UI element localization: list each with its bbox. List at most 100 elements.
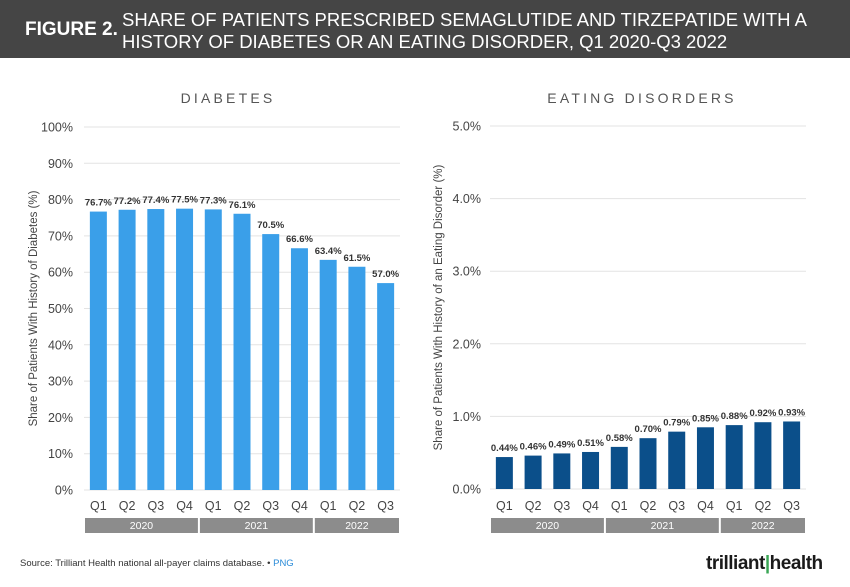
eating-data-label: 0.44% xyxy=(491,443,518,454)
diabetes-quarter-label: Q1 xyxy=(205,499,222,513)
diabetes-data-label: 63.4% xyxy=(315,246,342,257)
logo-mark: | xyxy=(764,553,770,574)
diabetes-data-label: 77.3% xyxy=(200,195,227,206)
eating-quarter-label: Q3 xyxy=(668,499,685,513)
eating-data-label: 0.85% xyxy=(692,413,719,424)
eating-bar xyxy=(582,451,600,489)
diabetes-year-band xyxy=(85,518,198,533)
eating-year-band xyxy=(605,518,719,533)
eating-ytick-label: 4.0% xyxy=(453,192,482,206)
eating-data-label: 0.46% xyxy=(520,442,547,453)
eating-ytick-label: 1.0% xyxy=(453,410,482,424)
eating-quarter-label: Q3 xyxy=(553,499,570,513)
diabetes-year-label: 2021 xyxy=(245,520,269,532)
diabetes-bar xyxy=(147,209,165,490)
eating-bar xyxy=(553,453,571,489)
eating-year-label: 2021 xyxy=(651,520,675,532)
eating-data-label: 0.93% xyxy=(778,407,805,418)
diabetes-quarter-label: Q3 xyxy=(147,499,164,513)
diabetes-data-label: 66.6% xyxy=(286,234,313,245)
eating-quarter-label: Q2 xyxy=(755,499,772,513)
diabetes-data-label: 77.5% xyxy=(171,195,198,206)
eating-data-label: 0.49% xyxy=(548,439,575,450)
diabetes-quarter-label: Q2 xyxy=(234,499,251,513)
diabetes-bar xyxy=(377,283,395,490)
diabetes-y-axis-label: Share of Patients With History of Diabet… xyxy=(28,190,40,426)
diabetes-bar xyxy=(176,208,194,491)
eating-bar xyxy=(639,438,657,489)
diabetes-bar xyxy=(89,211,107,491)
png-link[interactable]: PNG xyxy=(273,558,294,569)
eating-year-label: 2022 xyxy=(751,520,775,532)
diabetes-ytick-label: 10% xyxy=(48,447,73,461)
diabetes-chart-title: DIABETES xyxy=(181,90,276,106)
eating-data-label: 0.51% xyxy=(577,438,604,449)
eating-quarter-label: Q1 xyxy=(726,499,743,513)
eating-bar xyxy=(495,457,513,489)
diabetes-data-label: 77.2% xyxy=(114,196,141,207)
diabetes-ytick-label: 50% xyxy=(48,302,73,316)
diabetes-quarter-label: Q2 xyxy=(119,499,136,513)
eating-quarter-label: Q4 xyxy=(697,499,714,513)
eating-quarter-label: Q2 xyxy=(640,499,657,513)
figure-title: SHARE OF PATIENTS PRESCRIBED SEMAGLUTIDE… xyxy=(122,9,806,52)
eating-ytick-label: 3.0% xyxy=(453,265,482,279)
diabetes-year-band xyxy=(314,518,399,533)
diabetes-bar xyxy=(319,259,337,490)
eating-year-label: 2020 xyxy=(536,520,560,532)
diabetes-bar xyxy=(118,209,136,490)
diabetes-year-label: 2022 xyxy=(345,520,369,532)
diabetes-ytick-label: 90% xyxy=(48,157,73,171)
diabetes-quarter-label: Q4 xyxy=(291,499,308,513)
source-note: Source: Trilliant Health national all-pa… xyxy=(20,558,294,569)
diabetes-data-label: 70.5% xyxy=(257,220,284,231)
diabetes-quarter-label: Q1 xyxy=(320,499,337,513)
eating-bar xyxy=(754,422,772,489)
eating-data-label: 0.58% xyxy=(606,433,633,444)
eating-year-band xyxy=(720,518,805,533)
eating-quarter-label: Q2 xyxy=(525,499,542,513)
diabetes-ytick-label: 20% xyxy=(48,411,73,425)
diabetes-quarter-label: Q3 xyxy=(377,499,394,513)
eating-data-label: 0.92% xyxy=(749,408,776,419)
eating-year-band xyxy=(491,518,604,533)
diabetes-quarter-label: Q2 xyxy=(349,499,366,513)
eating-chart-title: EATING DISORDERS xyxy=(547,90,736,106)
diabetes-quarter-label: Q3 xyxy=(262,499,279,513)
eating-data-label: 0.70% xyxy=(635,424,662,435)
diabetes-bar xyxy=(262,234,280,490)
diabetes-ytick-label: 30% xyxy=(48,375,73,389)
diabetes-bar xyxy=(204,209,222,490)
diabetes-data-label: 57.0% xyxy=(372,269,399,280)
eating-quarter-label: Q1 xyxy=(611,499,628,513)
figure-header: FIGURE 2. SHARE OF PATIENTS PRESCRIBED S… xyxy=(0,0,850,58)
diabetes-quarter-label: Q1 xyxy=(90,499,107,513)
trilliant-health-logo: trilliant|health xyxy=(706,553,823,575)
eating-quarter-label: Q4 xyxy=(582,499,599,513)
eating-bar xyxy=(783,421,801,489)
logo-text-2: health xyxy=(769,553,823,574)
diabetes-ytick-label: 0% xyxy=(55,484,73,498)
eating-ytick-label: 0.0% xyxy=(453,483,482,497)
diabetes-ytick-label: 70% xyxy=(48,229,73,243)
source-text: Source: Trilliant Health national all-pa… xyxy=(20,558,265,569)
diabetes-ytick-label: 40% xyxy=(48,338,73,352)
diabetes-data-label: 76.1% xyxy=(229,200,256,211)
diabetes-year-label: 2020 xyxy=(130,520,154,532)
diabetes-bar xyxy=(290,248,308,490)
logo-text: trilliant xyxy=(706,553,765,574)
eating-bar xyxy=(610,446,628,489)
diabetes-quarter-label: Q4 xyxy=(176,499,193,513)
diabetes-year-band xyxy=(199,518,313,533)
diabetes-ytick-label: 60% xyxy=(48,266,73,280)
figure-label: FIGURE 2. xyxy=(25,19,118,40)
eating-bar xyxy=(696,427,714,489)
diabetes-ytick-label: 80% xyxy=(48,193,73,207)
diabetes-bar xyxy=(233,213,251,490)
separator: • xyxy=(267,558,271,569)
diabetes-data-label: 76.7% xyxy=(85,198,112,209)
eating-ytick-label: 2.0% xyxy=(453,337,482,351)
eating-data-label: 0.79% xyxy=(663,418,690,429)
eating-ytick-label: 5.0% xyxy=(453,120,482,134)
